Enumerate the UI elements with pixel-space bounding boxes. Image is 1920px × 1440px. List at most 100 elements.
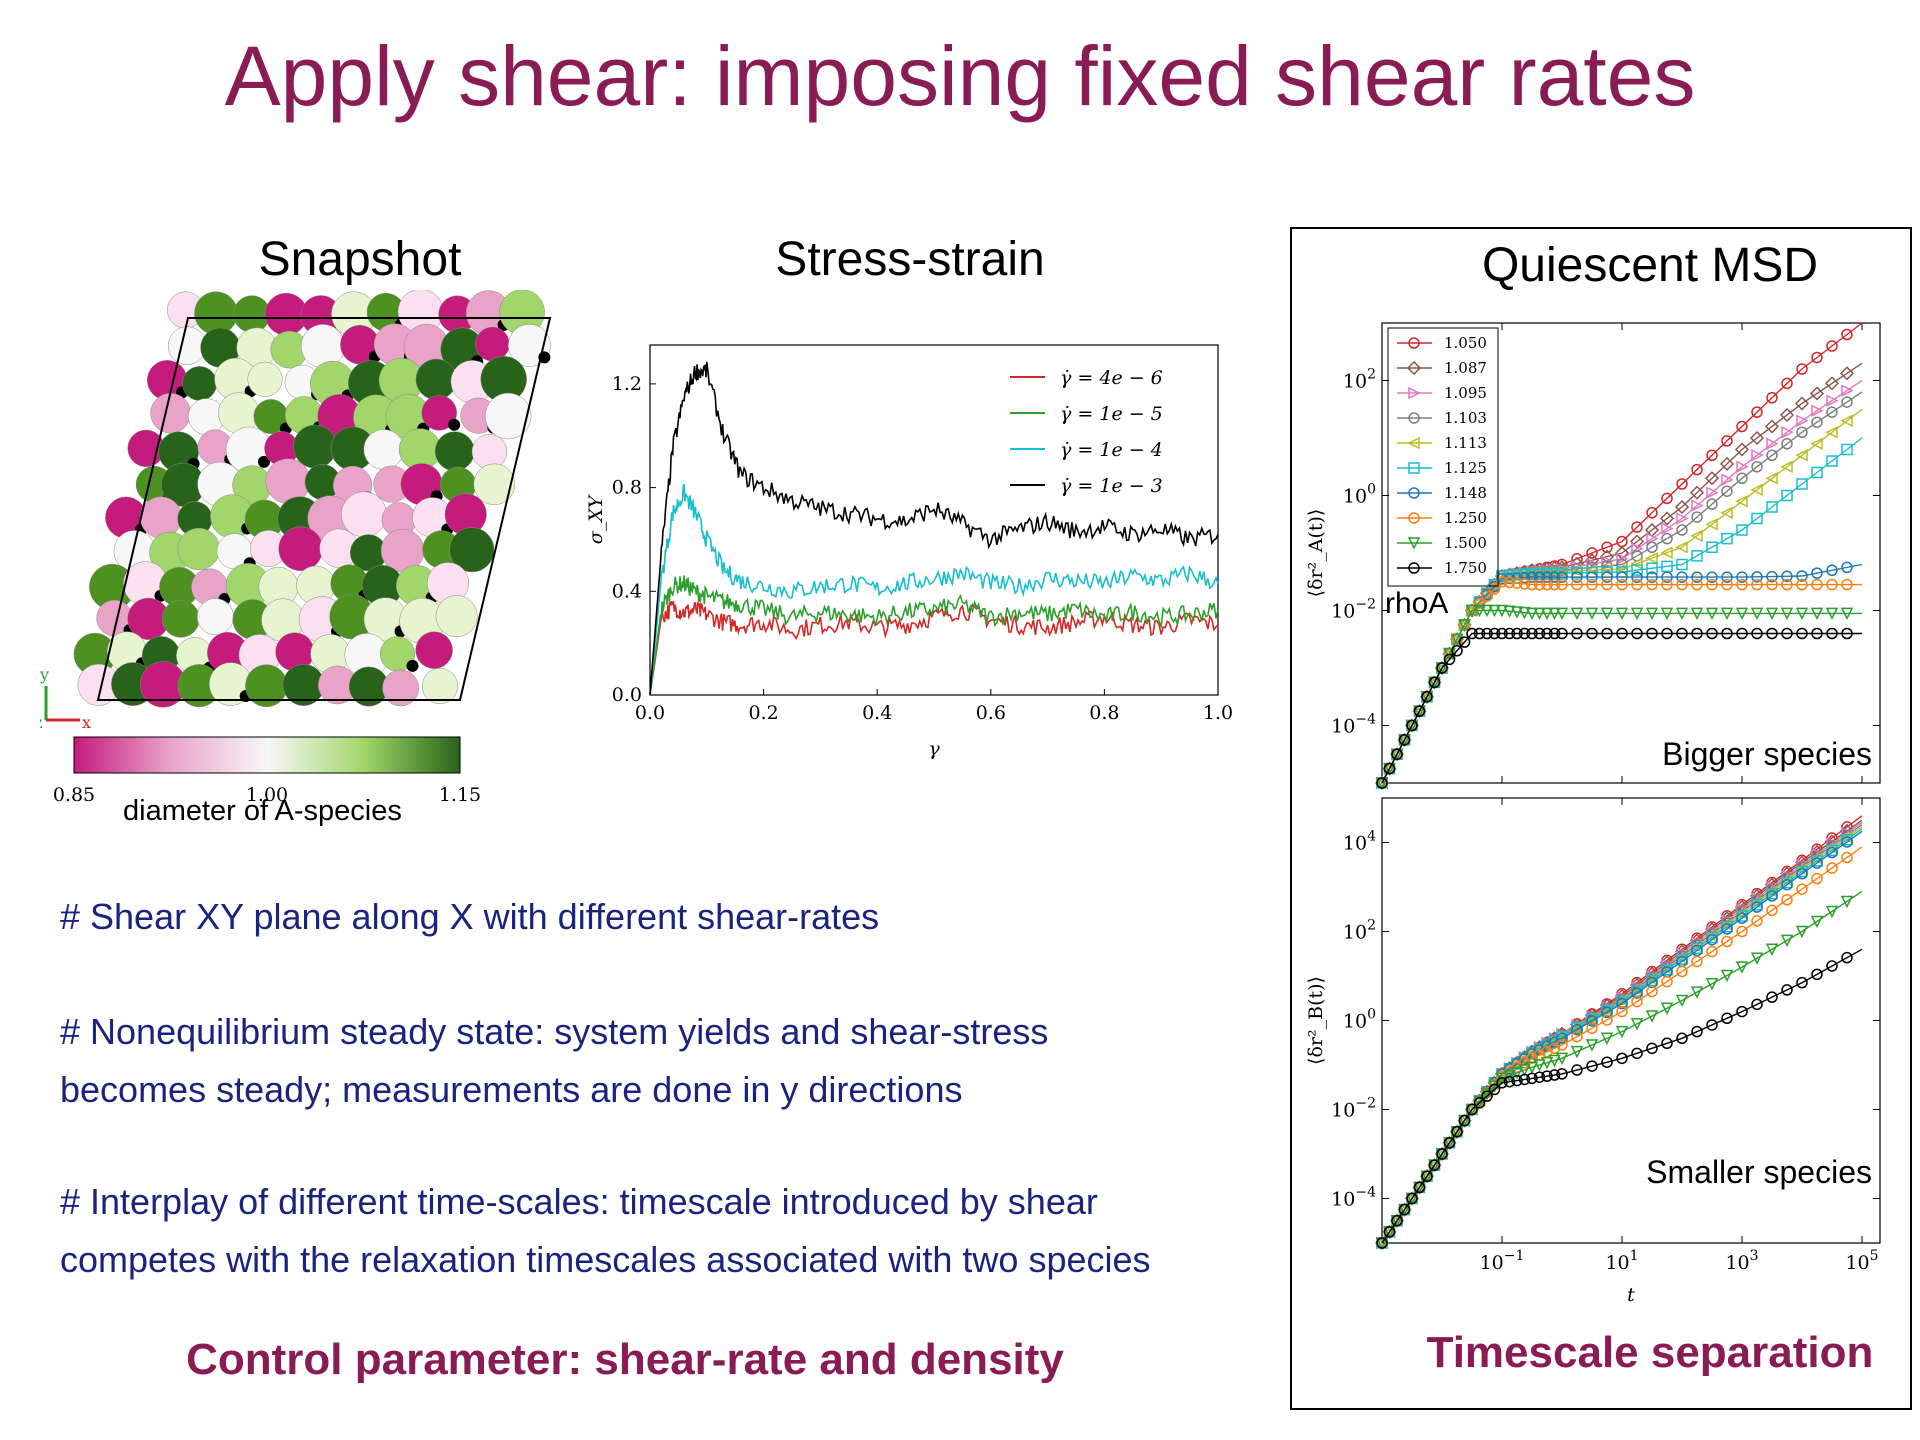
data-marker — [1766, 570, 1778, 583]
data-marker — [1630, 1018, 1644, 1031]
data-marker — [1601, 578, 1613, 591]
data-marker — [1631, 995, 1643, 1008]
data-marker — [1616, 571, 1628, 583]
data-marker — [1376, 1237, 1388, 1249]
legend-label: 1.250 — [1444, 509, 1487, 527]
data-marker — [1495, 604, 1509, 618]
data-marker — [1825, 905, 1839, 919]
y-tick-label: 0.0 — [612, 684, 642, 706]
data-marker — [1735, 607, 1749, 621]
data-marker — [1601, 1006, 1613, 1019]
data-marker — [1548, 607, 1561, 621]
y-tick-label: 100 — [1343, 1007, 1376, 1033]
y-tick-label: 10−2 — [1331, 597, 1376, 623]
species-label: Bigger species — [1662, 736, 1872, 772]
data-marker — [1690, 607, 1704, 621]
sphere-a — [182, 366, 218, 401]
data-marker — [1690, 529, 1703, 542]
data-marker — [1398, 1203, 1411, 1216]
legend-marker — [1407, 436, 1420, 450]
data-marker — [1496, 627, 1508, 640]
x-tick-label: 10−1 — [1480, 1248, 1525, 1274]
data-marker — [1764, 419, 1780, 434]
data-marker — [1706, 933, 1718, 946]
data-marker — [1645, 607, 1659, 621]
data-marker — [1600, 1032, 1614, 1045]
bullet-steady-state: # Nonequilibrium steady state: system yi… — [60, 1011, 1049, 1110]
data-marker — [1571, 578, 1583, 591]
data-marker — [1811, 466, 1823, 479]
data-marker — [1691, 571, 1703, 583]
data-marker — [1631, 627, 1643, 640]
data-marker — [1518, 1064, 1531, 1077]
data-marker — [1473, 627, 1486, 640]
data-marker — [1488, 1080, 1501, 1093]
data-marker — [1586, 557, 1599, 571]
legend-marker — [1408, 337, 1420, 349]
data-marker — [1705, 978, 1719, 991]
series-markers — [1375, 895, 1854, 1250]
data-marker — [1766, 437, 1779, 450]
data-marker — [1796, 578, 1808, 591]
data-marker — [1466, 1103, 1478, 1116]
y-tick-label: 102 — [1343, 918, 1376, 944]
legend-marker — [1408, 562, 1420, 574]
data-marker — [1570, 607, 1584, 621]
x-tick-label: 0.6 — [976, 702, 1006, 724]
legend-marker — [1406, 360, 1422, 376]
data-marker — [1719, 456, 1735, 471]
data-marker — [1810, 437, 1823, 450]
data-marker — [1690, 986, 1704, 999]
data-marker — [1676, 478, 1688, 490]
x-tick-label: 1.0 — [1203, 702, 1233, 724]
x-tick-label: 101 — [1605, 1248, 1638, 1274]
data-marker — [1751, 461, 1763, 473]
data-marker — [1721, 571, 1733, 583]
data-marker — [1571, 571, 1583, 583]
data-marker — [1503, 605, 1516, 618]
data-marker — [1796, 883, 1808, 895]
data-marker — [1510, 1067, 1524, 1080]
data-marker — [1781, 426, 1794, 439]
data-marker — [1473, 597, 1486, 610]
data-marker — [1841, 836, 1853, 848]
data-marker — [1750, 607, 1764, 621]
data-marker — [1674, 499, 1690, 515]
data-marker — [1691, 463, 1703, 476]
data-marker — [1826, 578, 1838, 591]
series-line — [649, 575, 1219, 696]
data-marker — [1571, 627, 1583, 640]
data-marker — [1571, 1064, 1583, 1076]
data-marker — [1406, 1192, 1418, 1205]
data-marker — [1413, 1181, 1426, 1194]
data-marker — [1646, 562, 1658, 574]
data-marker — [1706, 486, 1719, 499]
data-marker — [1533, 1071, 1546, 1083]
data-marker — [1503, 1075, 1516, 1088]
data-marker — [1383, 1226, 1396, 1238]
data-marker — [1676, 627, 1688, 640]
data-marker — [1661, 975, 1673, 988]
data-marker — [1629, 534, 1645, 549]
data-marker — [1660, 607, 1674, 621]
data-marker — [1601, 555, 1614, 568]
data-marker — [1795, 607, 1809, 621]
data-marker — [1781, 879, 1793, 891]
data-marker — [1751, 998, 1763, 1011]
y-tick-label: 1.2 — [612, 373, 642, 395]
sphere-a — [300, 324, 345, 369]
data-marker — [1473, 1095, 1486, 1109]
data-marker — [1526, 1052, 1538, 1065]
data-marker — [1555, 607, 1569, 621]
data-marker — [1660, 1002, 1674, 1015]
data-marker — [1481, 1090, 1493, 1102]
data-marker — [1496, 576, 1508, 588]
data-marker — [1571, 1030, 1583, 1043]
sphere-a — [484, 392, 532, 440]
data-marker — [1548, 578, 1561, 591]
sphere-a — [382, 669, 419, 707]
data-marker — [1721, 578, 1733, 591]
data-marker — [1496, 570, 1508, 582]
y-axis-label: ⟨δr²_A(t)⟩ — [1305, 509, 1327, 598]
data-marker — [1421, 691, 1433, 703]
